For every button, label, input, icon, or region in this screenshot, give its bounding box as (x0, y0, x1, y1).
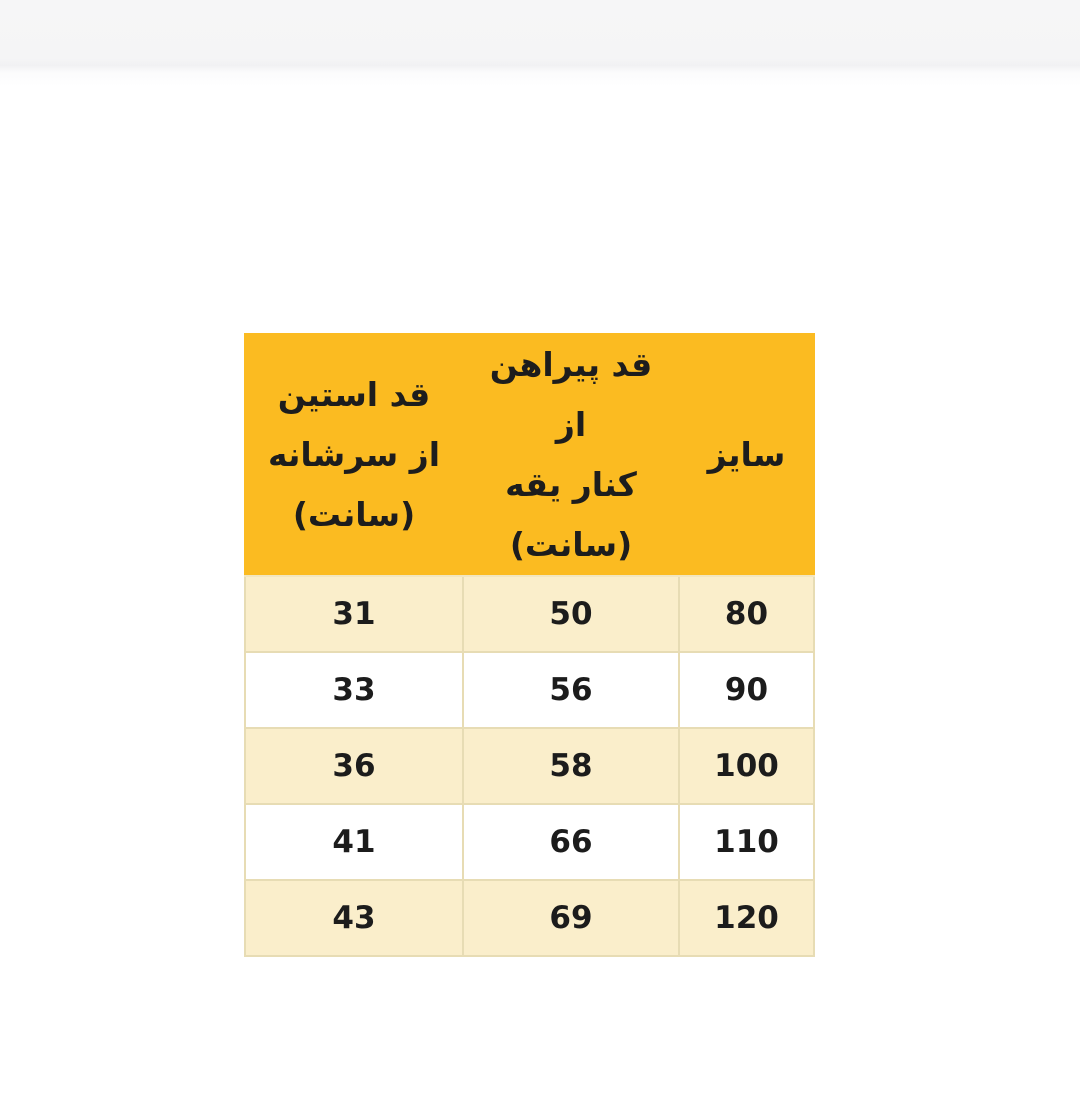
top-gradient-band (0, 0, 1080, 86)
cell-shirt-length: 66 (462, 803, 680, 882)
cell-size: 120 (678, 879, 815, 958)
header-shirt-length: قد پیراهن از کنار یقه (سانت) (462, 332, 680, 578)
cell-sleeve-length: 43 (244, 879, 464, 958)
table-row: 80 50 31 (244, 575, 815, 654)
cell-shirt-length: 58 (462, 727, 680, 806)
cell-sleeve-length: 33 (244, 651, 464, 730)
cell-size: 90 (678, 651, 815, 730)
cell-size: 110 (678, 803, 815, 882)
cell-sleeve-length: 31 (244, 575, 464, 654)
table-row: 90 56 33 (244, 651, 815, 730)
header-row: سایز قد پیراهن از کنار یقه (سانت) قد است… (244, 332, 815, 578)
table-row: 110 66 41 (244, 803, 815, 882)
cell-shirt-length: 50 (462, 575, 680, 654)
cell-size: 100 (678, 727, 815, 806)
header-size: سایز (678, 332, 815, 578)
cell-sleeve-length: 41 (244, 803, 464, 882)
cell-sleeve-length: 36 (244, 727, 464, 806)
table-row: 120 69 43 (244, 879, 815, 958)
cell-shirt-length: 56 (462, 651, 680, 730)
size-chart-table: سایز قد پیراهن از کنار یقه (سانت) قد است… (244, 332, 815, 958)
header-sleeve-length: قد استین از سرشانه (سانت) (244, 332, 464, 578)
cell-size: 80 (678, 575, 815, 654)
table-row: 100 58 36 (244, 727, 815, 806)
cell-shirt-length: 69 (462, 879, 680, 958)
